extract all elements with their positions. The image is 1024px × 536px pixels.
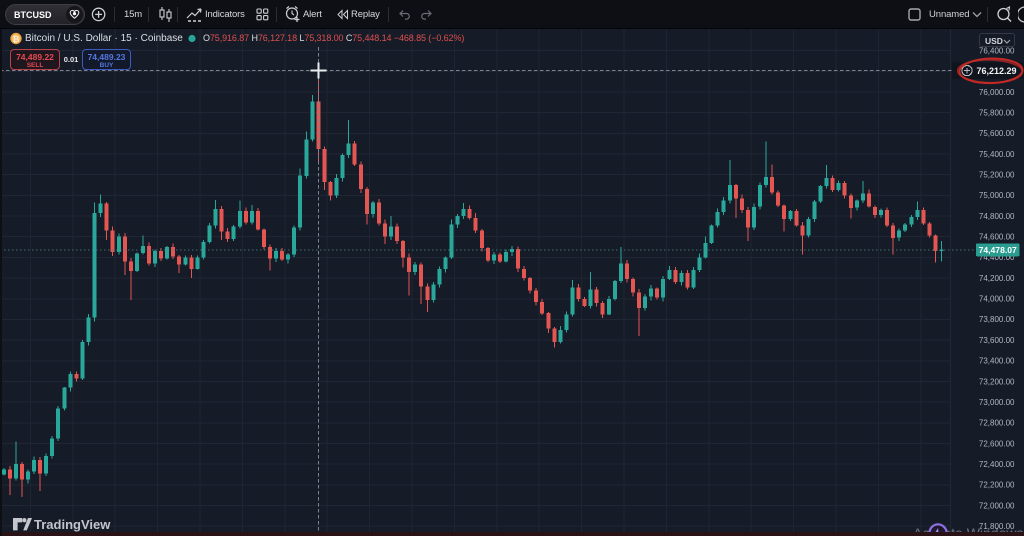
svg-text:75,200.00: 75,200.00: [979, 171, 1015, 180]
svg-text:73,600.00: 73,600.00: [979, 336, 1015, 345]
svg-text:₿: ₿: [13, 34, 20, 44]
svg-text:74,800.00: 74,800.00: [979, 212, 1015, 221]
svg-text:75,600.00: 75,600.00: [979, 129, 1015, 138]
svg-text:73,000.00: 73,000.00: [979, 398, 1015, 407]
svg-text:73,200.00: 73,200.00: [979, 377, 1015, 386]
svg-text:73,400.00: 73,400.00: [979, 357, 1015, 366]
svg-text:74,478.07: 74,478.07: [979, 245, 1017, 255]
svg-text:75,000.00: 75,000.00: [979, 191, 1015, 200]
svg-text:72,400.00: 72,400.00: [979, 460, 1015, 469]
svg-text:75,400.00: 75,400.00: [979, 150, 1015, 159]
svg-text:74,400.00: 74,400.00: [979, 253, 1015, 262]
svg-text:72,200.00: 72,200.00: [979, 481, 1015, 490]
svg-text:76,000.00: 76,000.00: [979, 88, 1015, 97]
svg-text:75,800.00: 75,800.00: [979, 109, 1015, 118]
svg-text:76,400.00: 76,400.00: [979, 46, 1015, 55]
svg-text:72,600.00: 72,600.00: [979, 439, 1015, 448]
svg-text:74,200.00: 74,200.00: [979, 274, 1015, 283]
svg-text:72,800.00: 72,800.00: [979, 419, 1015, 428]
svg-text:74,600.00: 74,600.00: [979, 233, 1015, 242]
svg-text:71,800.00: 71,800.00: [979, 522, 1015, 531]
svg-text:72,000.00: 72,000.00: [979, 501, 1015, 510]
svg-text:73,800.00: 73,800.00: [979, 315, 1015, 324]
svg-text:76,212.29: 76,212.29: [977, 66, 1017, 76]
svg-text:74,000.00: 74,000.00: [979, 295, 1015, 304]
